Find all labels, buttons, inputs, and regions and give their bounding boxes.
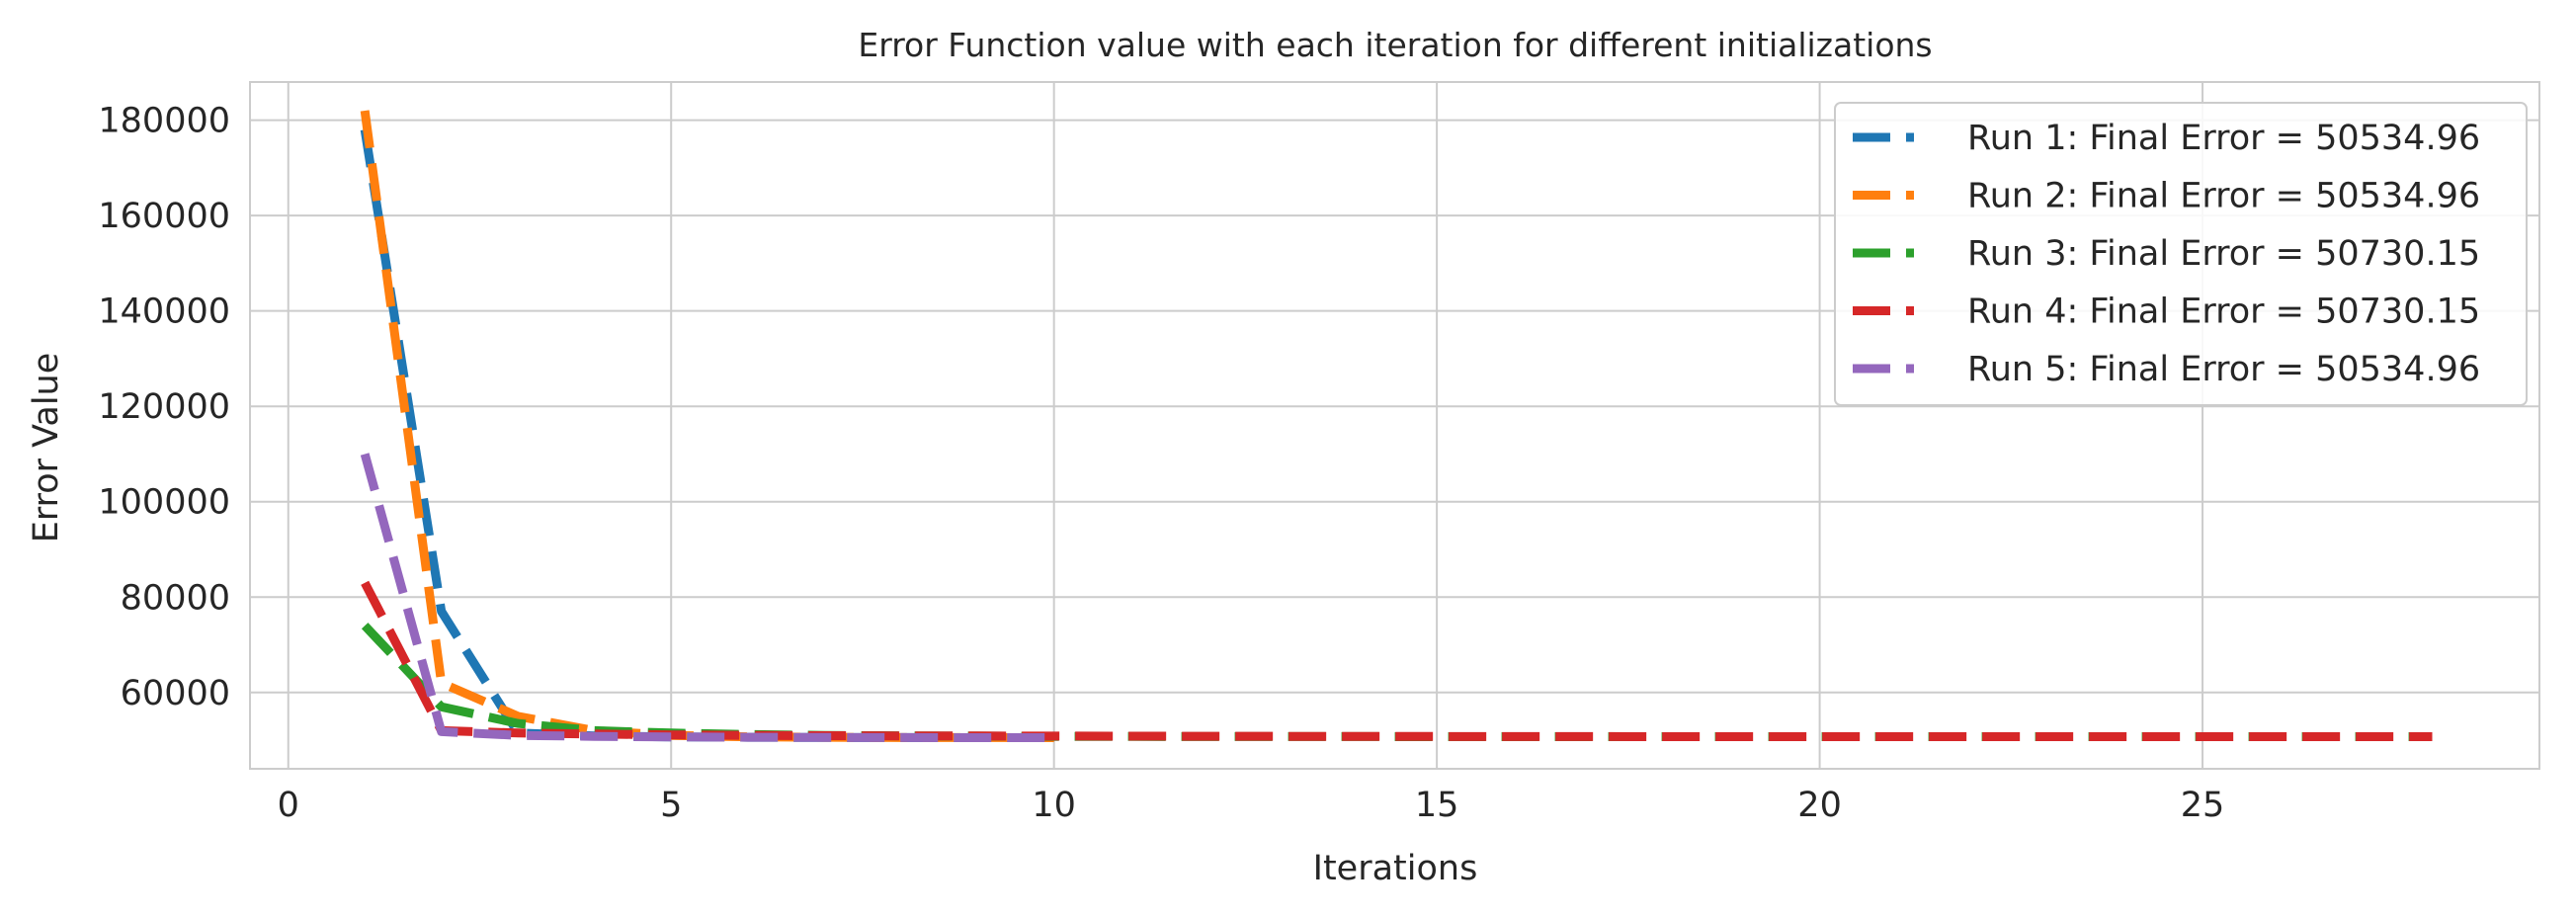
legend-box [1834,102,2528,406]
plot-frame [249,81,2540,770]
x-tick-label: 15 [1415,786,1459,825]
y-axis-ticks: 60000 80000 100000 120000 140000 160000 180000 [98,102,230,713]
legend-entry-label: Run 3: Final Error = 50730.15 [1967,234,2480,274]
chart-title: Error Function value with each iteration… [858,26,1932,64]
x-tick-label: 25 [2181,786,2225,825]
y-tick-label: 100000 [98,483,230,523]
series-lines [360,110,2433,742]
legend-entry-label: Run 4: Final Error = 50730.15 [1967,292,2480,332]
x-tick-label: 0 [278,786,299,825]
y-tick-label: 60000 [121,674,230,713]
y-tick-label: 160000 [98,197,230,236]
x-axis-ticks: 0 5 10 15 20 25 [278,786,2225,825]
y-tick-label: 180000 [98,102,230,141]
legend-entry-label: Run 5: Final Error = 50534.96 [1967,350,2480,389]
y-tick-label: 120000 [98,387,230,427]
legend-entry-label: Run 2: Final Error = 50534.96 [1967,177,2480,216]
y-axis-label: Error Value [27,353,66,543]
series-line-run-5 [360,453,1054,742]
y-tick-label: 80000 [121,578,230,618]
legend-entry-label: Run 1: Final Error = 50534.96 [1967,119,2480,158]
x-tick-label: 5 [660,786,682,825]
x-tick-label: 20 [1797,786,1842,825]
x-axis-label: Iterations [1313,849,1478,888]
legend: Run 1: Final Error = 50534.96 Run 2: Fina… [1834,102,2528,406]
x-tick-label: 10 [1032,786,1076,825]
y-tick-label: 140000 [98,292,230,332]
